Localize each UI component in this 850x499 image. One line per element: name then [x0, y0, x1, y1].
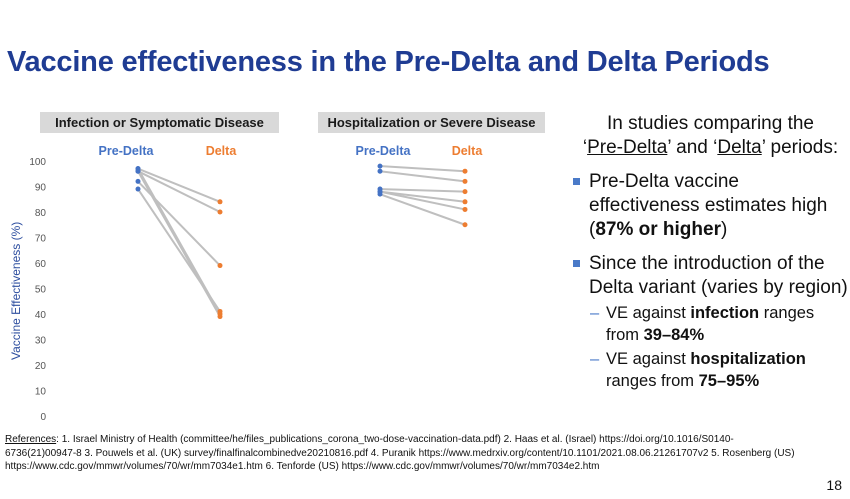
delta-point — [217, 314, 223, 320]
delta-point — [462, 206, 468, 212]
dash-icon: – — [590, 304, 600, 322]
delta-point — [462, 199, 468, 205]
sub-bullet-hospitalization: – VE against hospitalization ranges from… — [573, 348, 848, 392]
series-line — [379, 190, 466, 203]
y-tick-label: 60 — [35, 259, 47, 270]
y-tick-label: 90 — [35, 183, 47, 194]
sub1-text: VE against — [606, 304, 691, 322]
series-line — [137, 167, 221, 203]
panel-header-hospitalization: Hospitalization or Severe Disease — [318, 112, 545, 133]
page-number: 18 — [826, 477, 842, 493]
delta-point — [462, 168, 468, 174]
sub2-bold-range: 75–95% — [698, 372, 760, 390]
bullet2-text: Since the introduction of the Delta vari… — [589, 253, 848, 298]
sub1-bold-infection: infection — [690, 304, 760, 322]
series-line — [379, 165, 466, 173]
delta-point — [462, 189, 468, 195]
pre-delta-point — [135, 168, 141, 174]
delta-point — [217, 199, 223, 205]
y-tick-label: 50 — [35, 285, 47, 296]
intro-end: ’ periods: — [761, 137, 839, 158]
pre-delta-point — [377, 191, 383, 197]
bullet1-bold: 87% or higher — [595, 219, 721, 240]
y-tick-label: 40 — [35, 310, 47, 321]
references-label: References — [5, 434, 57, 445]
pre-delta-point — [135, 178, 141, 184]
bullet-pre-delta: Pre-Delta vaccine effectiveness estimate… — [573, 170, 848, 242]
category-label-pre-delta: Pre-Delta — [356, 144, 412, 158]
y-tick-label: 30 — [35, 336, 47, 347]
summary-text: In studies comparing the ‘Pre-Delta’ and… — [573, 112, 848, 394]
intro-mid: ’ and ‘ — [667, 137, 718, 158]
intro-quote-open: ‘ — [582, 137, 588, 158]
sub2-text: VE against — [606, 350, 691, 368]
sub1-bold-range: 39–84% — [643, 326, 705, 344]
series-line — [137, 170, 221, 213]
references-text: : 1. Israel Ministry of Health (committe… — [5, 434, 795, 472]
intro-text: In studies comparing the ‘Pre-Delta’ and… — [573, 112, 848, 160]
y-tick-label: 80 — [35, 208, 47, 219]
bullet1-end: ) — [720, 219, 728, 240]
category-label-delta: Delta — [452, 144, 484, 158]
y-tick-label: 70 — [35, 234, 47, 245]
sub-bullet-infection: – VE against infection ranges from 39–84… — [573, 302, 848, 346]
bullet-square-icon — [573, 260, 580, 267]
y-tick-label: 100 — [29, 157, 46, 168]
category-label-delta: Delta — [206, 144, 238, 158]
y-tick-label: 0 — [40, 412, 46, 423]
delta-point — [462, 222, 468, 228]
bullet1-text: Pre-Delta vaccine effectiveness estimate… — [589, 171, 828, 240]
intro-line1: In studies comparing the — [606, 113, 814, 134]
pre-delta-point — [377, 168, 383, 174]
pre-delta-point — [135, 186, 141, 192]
delta-point — [462, 178, 468, 184]
bullet-square-icon — [573, 178, 580, 185]
series-line — [379, 190, 466, 211]
series-line — [137, 170, 221, 318]
series-line — [379, 193, 466, 226]
sub2-mid: ranges from — [606, 372, 699, 390]
intro-term-delta: Delta — [717, 137, 762, 158]
series-line — [379, 188, 466, 193]
references: References: 1. Israel Ministry of Health… — [5, 433, 795, 474]
sub1-mid: ranges from — [606, 304, 815, 344]
panel-header-infection: Infection or Symptomatic Disease — [40, 112, 279, 133]
delta-point — [217, 263, 223, 269]
category-label-pre-delta: Pre-Delta — [99, 144, 155, 158]
y-tick-label: 20 — [35, 361, 47, 372]
y-tick-label: 10 — [35, 387, 47, 398]
vaccine-effectiveness-chart: 0 10 20 30 40 50 60 70 80 90 100 Pre-Delta Delta Pre-… — [29, 144, 484, 423]
dash-icon: – — [590, 350, 600, 368]
intro-term-pre-delta: Pre-Delta — [587, 137, 668, 158]
series-line — [137, 168, 221, 315]
y-axis-label: Vaccine Effectiveness (%) — [9, 221, 23, 360]
slide-title: Vaccine effectiveness in the Pre-Delta a… — [7, 46, 770, 78]
bullet-delta: Since the introduction of the Delta vari… — [573, 252, 848, 300]
series-line — [379, 170, 466, 183]
delta-point — [217, 209, 223, 215]
sub2-bold-hospitalization: hospitalization — [690, 350, 806, 368]
pre-delta-point — [377, 163, 383, 169]
